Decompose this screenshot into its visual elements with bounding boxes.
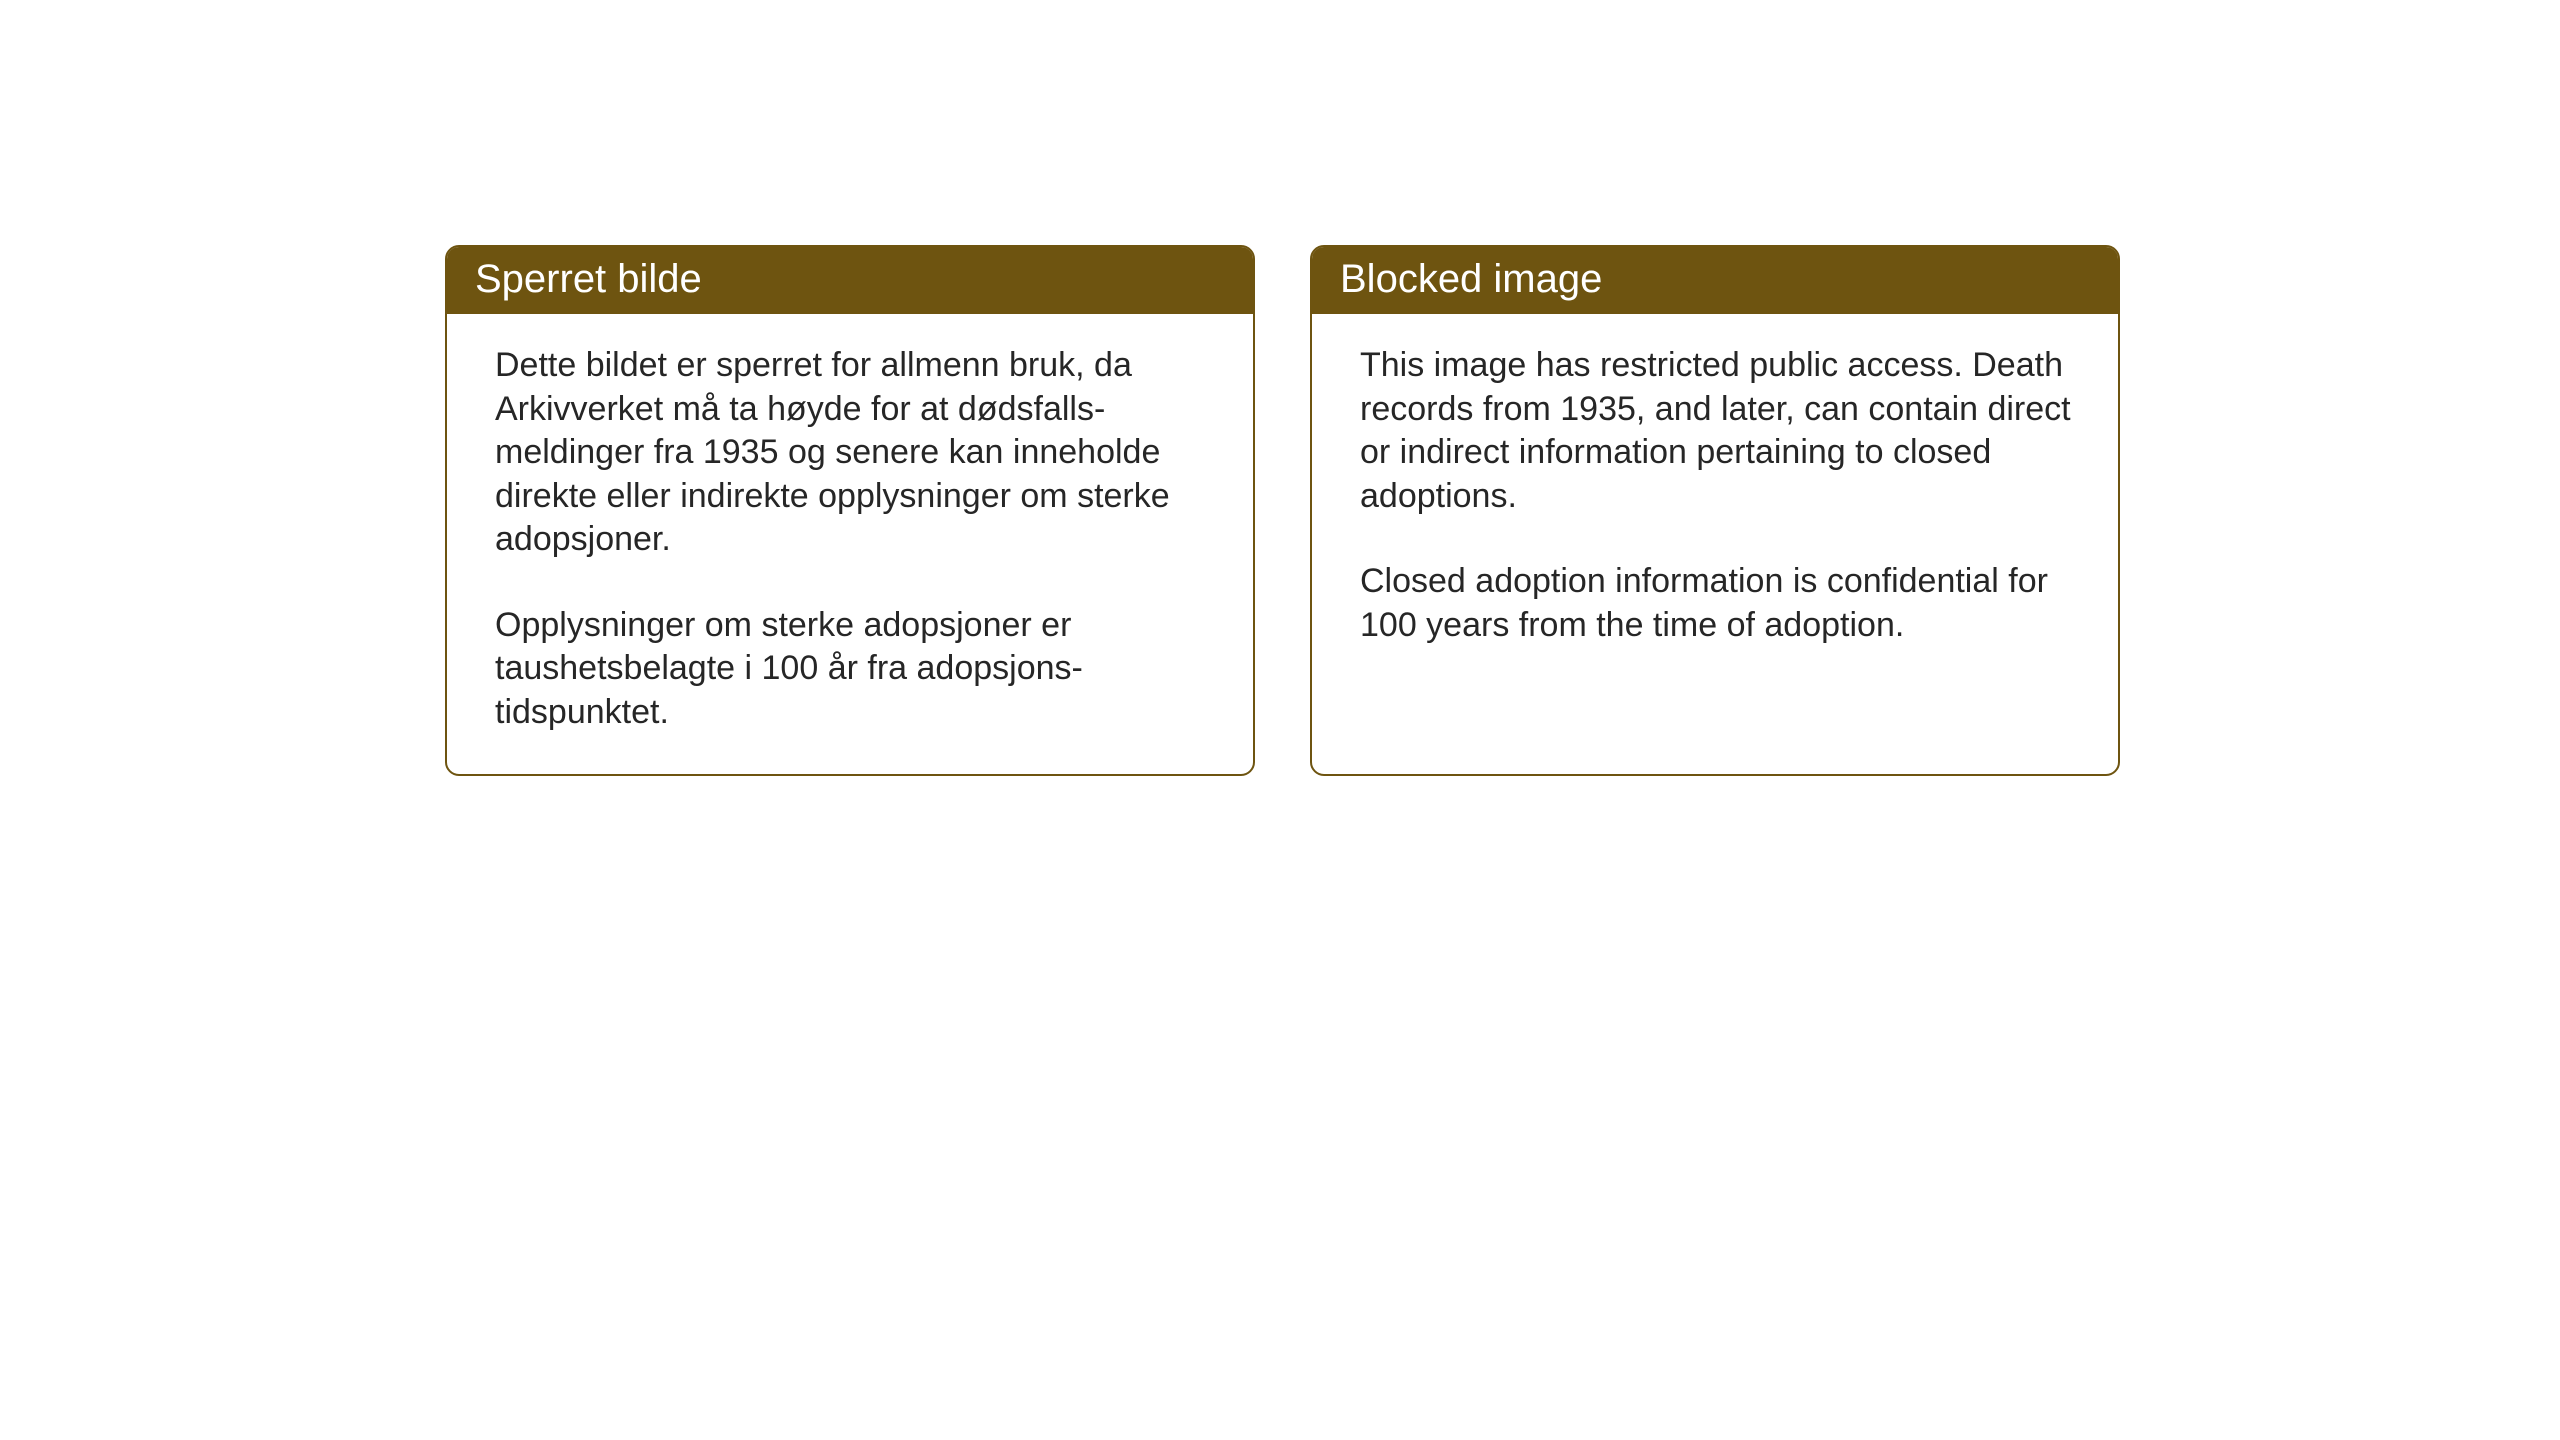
card-body-english: This image has restricted public access.… [1312, 314, 2118, 774]
card-title-english: Blocked image [1312, 247, 2118, 314]
card-paragraph: Opplysninger om sterke adopsjoner er tau… [495, 604, 1213, 735]
card-paragraph: This image has restricted public access.… [1360, 344, 2078, 518]
notice-card-norwegian: Sperret bilde Dette bildet er sperret fo… [445, 245, 1255, 776]
notice-card-english: Blocked image This image has restricted … [1310, 245, 2120, 776]
card-paragraph: Closed adoption information is confident… [1360, 560, 2078, 647]
card-paragraph: Dette bildet er sperret for allmenn bruk… [495, 344, 1213, 562]
notice-cards-container: Sperret bilde Dette bildet er sperret fo… [445, 245, 2120, 776]
card-body-norwegian: Dette bildet er sperret for allmenn bruk… [447, 314, 1253, 774]
card-title-norwegian: Sperret bilde [447, 247, 1253, 314]
